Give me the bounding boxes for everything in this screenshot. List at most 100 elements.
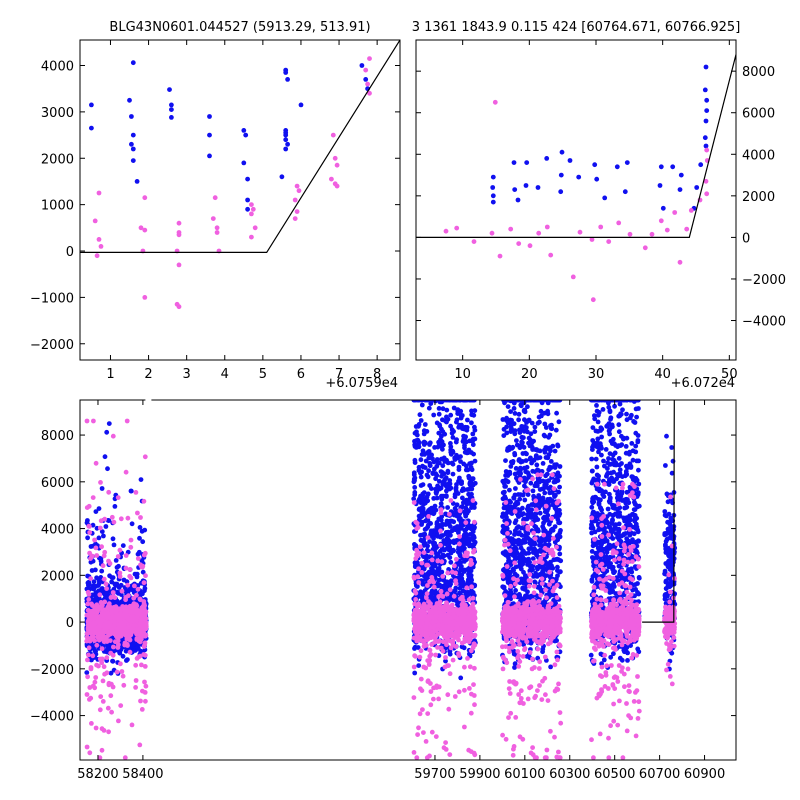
x-tick-label: 7	[335, 367, 343, 382]
pink-point	[84, 744, 90, 750]
pink-point	[471, 239, 477, 245]
pink-point	[118, 516, 124, 522]
pink-point	[438, 507, 444, 513]
pink-point	[363, 67, 369, 73]
pink-point	[87, 530, 93, 535]
pink-point	[249, 211, 254, 217]
pink-point	[142, 295, 148, 300]
blue-point	[576, 174, 582, 180]
pink-point	[98, 480, 103, 485]
pink-point	[419, 560, 425, 566]
pink-point	[141, 644, 147, 649]
pink-point	[133, 678, 139, 683]
pink-point	[96, 237, 102, 242]
blue-point	[99, 568, 105, 574]
pink-point	[453, 581, 459, 586]
pink-point	[97, 619, 102, 625]
blue-point	[461, 500, 466, 506]
blue-point	[424, 575, 430, 580]
blue-point	[89, 568, 95, 573]
blue-point	[285, 77, 290, 82]
season-1	[411, 400, 478, 760]
pink-point	[128, 575, 134, 581]
pink-point	[252, 225, 258, 231]
pink-point	[417, 654, 423, 660]
blue-point	[425, 474, 431, 480]
pink-point	[86, 597, 92, 602]
pink-point	[90, 622, 96, 627]
pink-point	[428, 608, 434, 614]
pink-point	[135, 510, 140, 516]
blue-point	[113, 583, 119, 588]
blue-point	[99, 529, 105, 534]
blue-point	[106, 421, 112, 426]
blue-point	[469, 466, 474, 472]
pink-point	[139, 707, 145, 712]
pink-point	[460, 597, 466, 603]
blue-point	[461, 569, 467, 574]
blue-point	[457, 475, 462, 481]
blue-point	[104, 649, 110, 655]
pink-point	[92, 537, 97, 543]
pink-point	[462, 612, 467, 617]
blue-point	[431, 506, 437, 512]
blue-point	[467, 461, 473, 466]
pink-point	[99, 747, 105, 753]
pink-point	[88, 576, 94, 581]
blue-point	[109, 575, 115, 580]
pink-point	[101, 613, 107, 619]
pink-point	[85, 589, 91, 595]
pink-point	[462, 687, 467, 693]
blue-point	[536, 414, 542, 420]
pink-point	[104, 586, 109, 591]
y-tick-label: −2000	[30, 338, 74, 353]
pink-point	[704, 191, 710, 197]
blue-point	[422, 422, 428, 427]
pink-point	[457, 541, 462, 547]
pink-point	[138, 621, 143, 627]
blue-point	[622, 189, 628, 195]
blue-point	[466, 525, 471, 530]
blue-point	[93, 509, 99, 514]
y-tick-label: −2000	[742, 273, 786, 288]
pink-point	[453, 644, 459, 649]
blue-point	[102, 454, 108, 460]
blue-point	[535, 185, 541, 190]
blue-point	[207, 114, 212, 119]
blue-point	[431, 536, 436, 541]
blue-point	[283, 132, 289, 138]
blue-point	[490, 174, 496, 180]
pink-point	[294, 209, 300, 215]
pink-point	[84, 638, 90, 644]
pink-point	[429, 550, 435, 556]
blue-point	[416, 422, 422, 427]
pink-point	[464, 585, 470, 591]
pink-point	[413, 597, 419, 602]
pink-point	[123, 553, 129, 558]
pink-point	[416, 580, 422, 585]
blue-point	[85, 535, 90, 541]
blue-point	[283, 70, 289, 75]
pink-point	[527, 243, 533, 249]
pink-point	[429, 557, 435, 563]
blue-point	[443, 521, 449, 527]
pink-point	[677, 259, 683, 265]
pink-point	[703, 178, 709, 184]
blue-point	[556, 419, 562, 425]
pink-point	[86, 652, 91, 658]
pink-point	[450, 625, 455, 630]
pink-point	[497, 253, 503, 259]
pink-point	[447, 587, 453, 593]
blue-point	[458, 516, 463, 521]
pink-point	[93, 545, 99, 551]
blue-point	[412, 492, 418, 498]
pink-point	[124, 615, 130, 621]
pink-point	[214, 230, 220, 235]
pink-point	[94, 253, 100, 259]
pink-point	[414, 755, 420, 760]
pink-point	[462, 664, 467, 670]
blue-point	[447, 524, 453, 529]
blue-point	[467, 575, 473, 580]
blue-point	[421, 428, 427, 434]
blue-point	[460, 588, 466, 594]
